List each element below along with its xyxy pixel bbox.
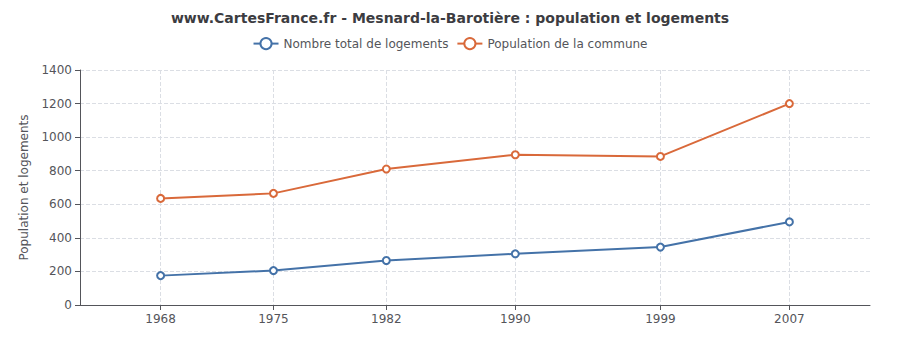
svg-text:2007: 2007 <box>774 312 805 326</box>
svg-text:400: 400 <box>49 231 72 245</box>
svg-text:600: 600 <box>49 197 72 211</box>
svg-text:800: 800 <box>49 164 72 178</box>
svg-text:1000: 1000 <box>41 130 72 144</box>
svg-text:1982: 1982 <box>371 312 402 326</box>
svg-text:1975: 1975 <box>258 312 289 326</box>
svg-text:1968: 1968 <box>145 312 176 326</box>
svg-text:200: 200 <box>49 264 72 278</box>
svg-text:1990: 1990 <box>500 312 531 326</box>
svg-text:1400: 1400 <box>41 63 72 77</box>
svg-text:0: 0 <box>64 298 72 312</box>
svg-text:www.CartesFrance.fr - Mesnard-: www.CartesFrance.fr - Mesnard-la-Barotiè… <box>171 10 729 26</box>
svg-text:1999: 1999 <box>645 312 676 326</box>
svg-text:Population de la commune: Population de la commune <box>487 37 647 51</box>
svg-text:Nombre total de logements: Nombre total de logements <box>284 37 449 51</box>
svg-text:1200: 1200 <box>41 97 72 111</box>
svg-text:Population et logements: Population et logements <box>17 114 31 260</box>
